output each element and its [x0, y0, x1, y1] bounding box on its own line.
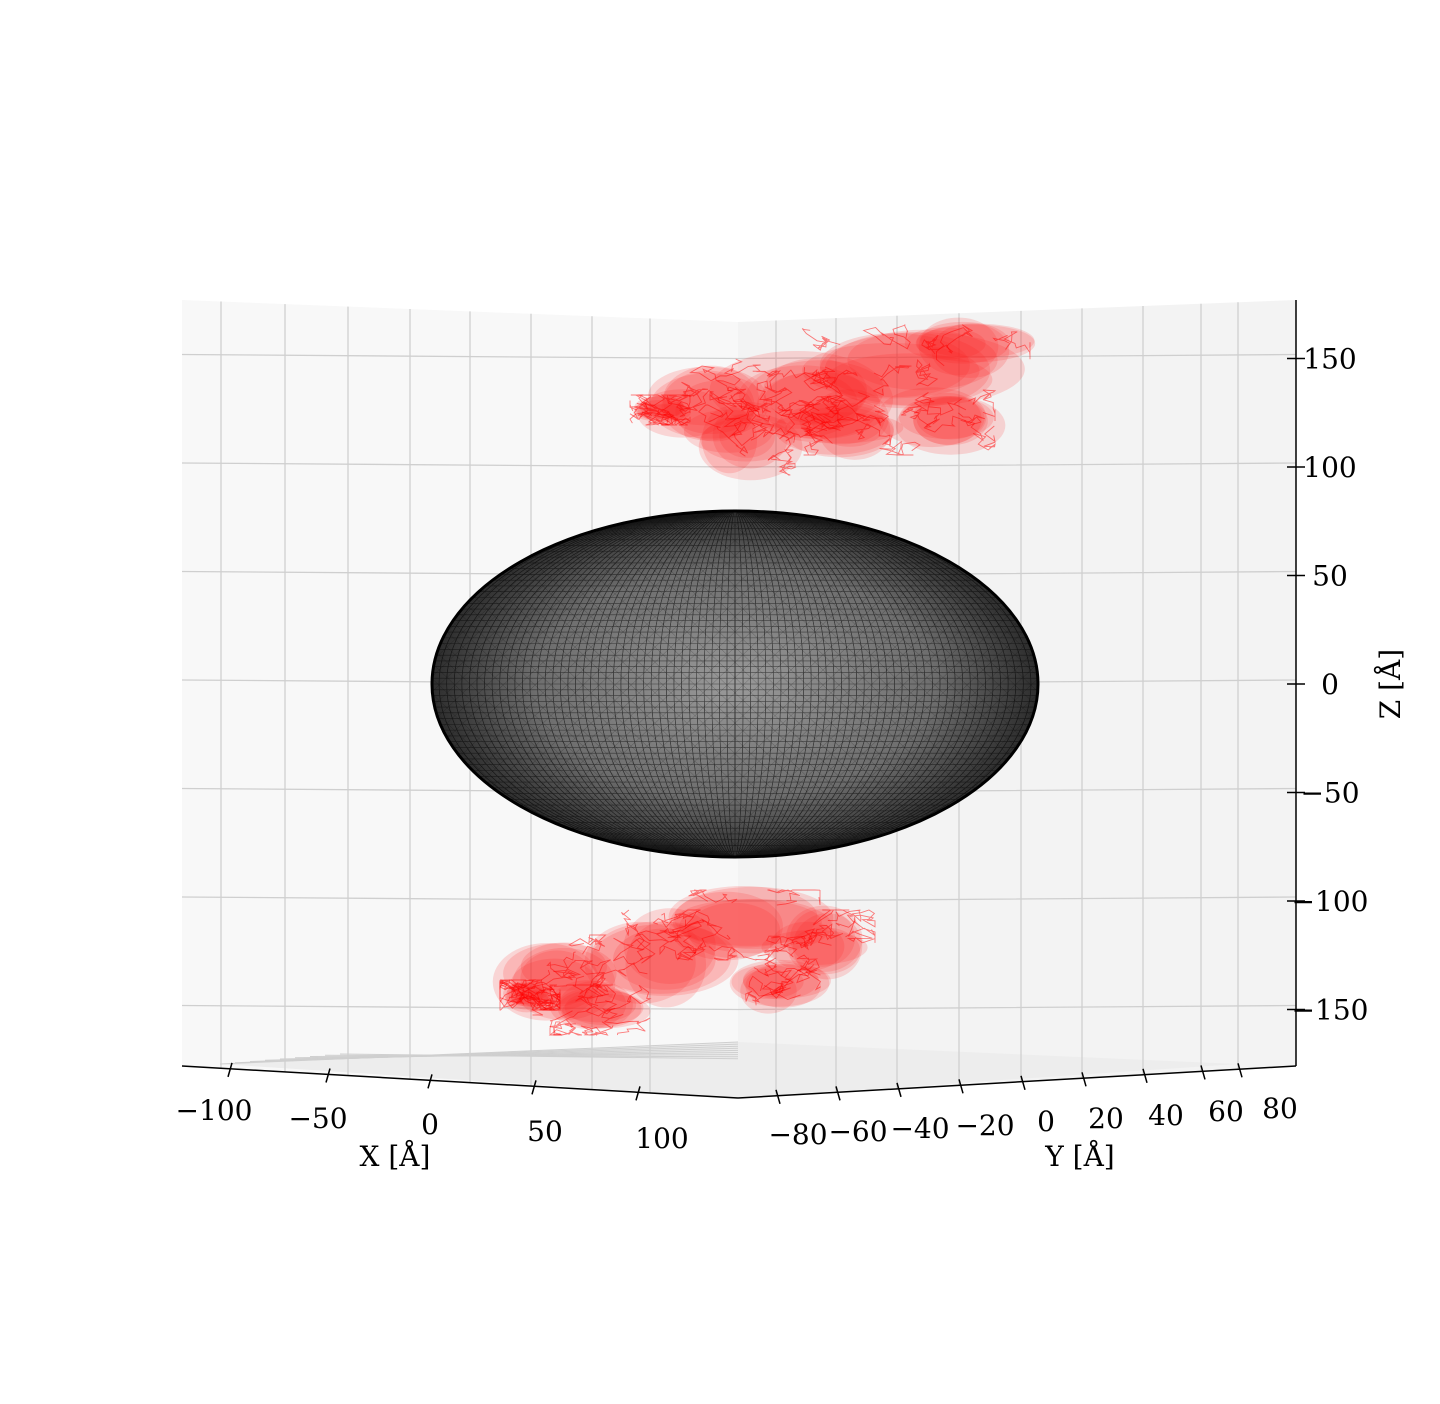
y-tick-label: −40: [890, 1112, 949, 1145]
x-tick-label: −100: [176, 1094, 253, 1127]
y-axis-label: Y [Å]: [1044, 1140, 1114, 1173]
y-tick-label: −60: [828, 1115, 887, 1148]
z-tick-label: 150: [1303, 343, 1356, 376]
y-tick-label: 80: [1262, 1092, 1298, 1125]
y-tick-label: −20: [955, 1109, 1014, 1142]
z-tick-label: −150: [1292, 994, 1369, 1027]
z-tick-label: −50: [1300, 777, 1359, 810]
y-tick-label: 0: [1037, 1105, 1055, 1138]
x-axis-line: [181, 1065, 739, 1099]
z-tick-label: −100: [1292, 885, 1369, 918]
z-tick-label: 50: [1312, 560, 1348, 593]
x-tick-label: 50: [527, 1115, 563, 1148]
axis-ticks: [227, 357, 1305, 1105]
y-tick-label: 40: [1148, 1099, 1184, 1132]
z-axis-label: Z [Å]: [1374, 649, 1407, 719]
y-tick-label: −80: [768, 1118, 827, 1151]
x-tick-label: 100: [635, 1122, 688, 1155]
y-tick-label: 60: [1208, 1095, 1244, 1128]
x-tick-label: 0: [421, 1108, 439, 1141]
x-axis-label: X [Å]: [360, 1140, 431, 1173]
z-tick-label: 0: [1321, 668, 1339, 701]
y-tick-label: 20: [1088, 1102, 1124, 1135]
protein-upper-cloud: [629, 317, 1036, 481]
x-tick-label: −50: [288, 1102, 347, 1135]
protein-lower-cloud: [492, 885, 876, 1037]
z-tick-label: 100: [1303, 451, 1356, 484]
